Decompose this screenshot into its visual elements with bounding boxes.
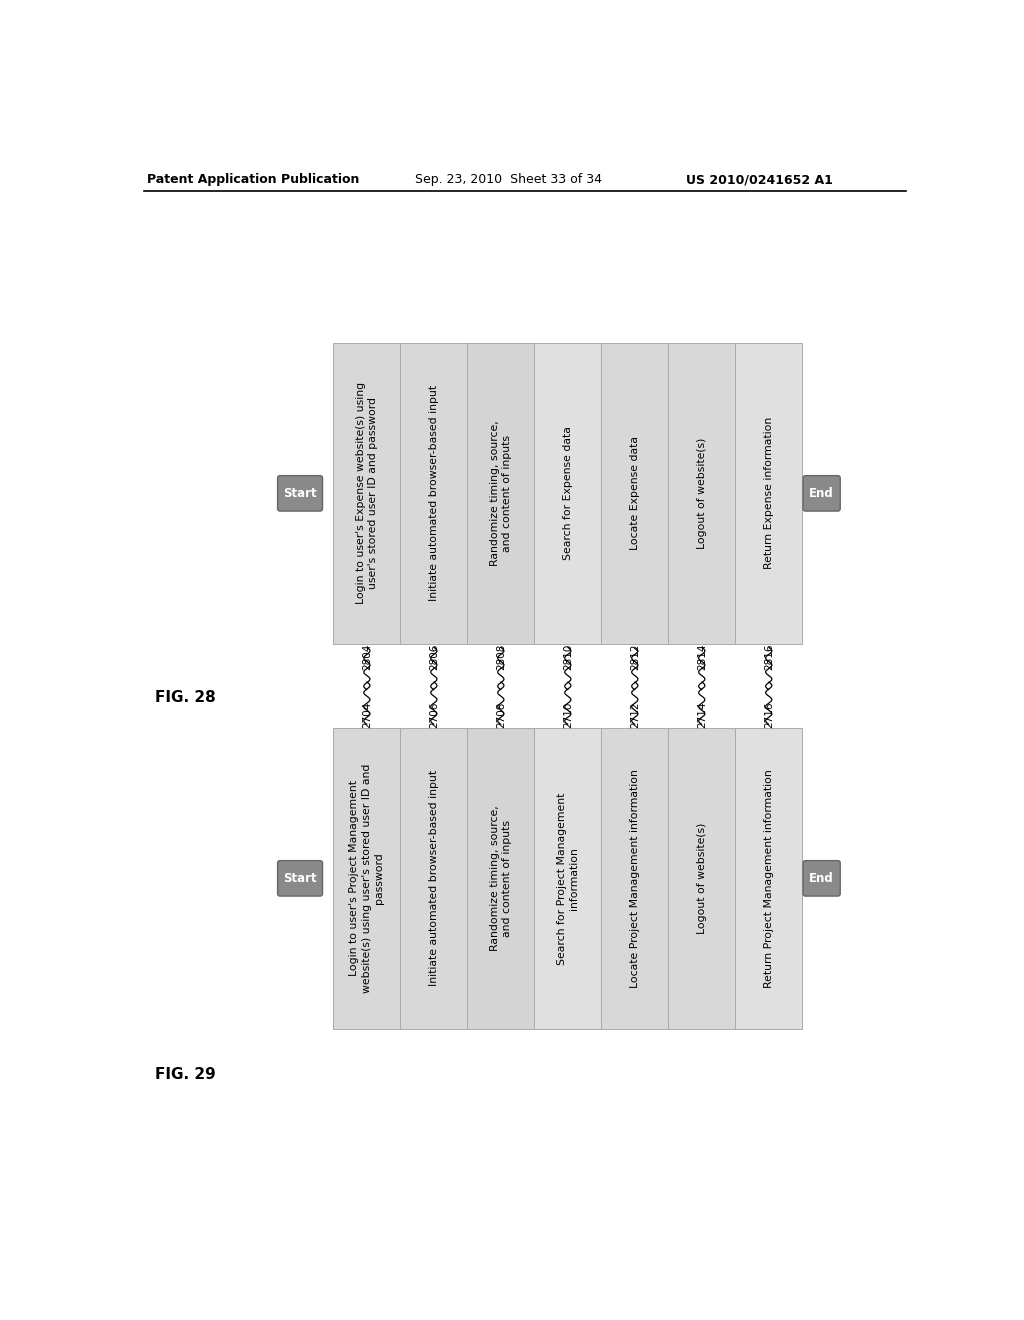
Text: 2706: 2706: [429, 701, 439, 727]
Text: 2704: 2704: [361, 701, 372, 727]
FancyBboxPatch shape: [278, 861, 323, 896]
Bar: [467, 343, 535, 644]
Text: 2814: 2814: [696, 644, 707, 671]
Text: Initiate automated browser-based input: Initiate automated browser-based input: [429, 771, 439, 986]
Text: Start: Start: [284, 487, 316, 500]
Text: Sep. 23, 2010  Sheet 33 of 34: Sep. 23, 2010 Sheet 33 of 34: [415, 173, 602, 186]
Text: FIG. 29: FIG. 29: [155, 1067, 216, 1082]
Text: Patent Application Publication: Patent Application Publication: [147, 173, 359, 186]
Text: US 2010/0241652 A1: US 2010/0241652 A1: [686, 173, 833, 186]
FancyBboxPatch shape: [803, 861, 841, 896]
Text: Search for Expense data: Search for Expense data: [563, 426, 572, 560]
Text: 2712: 2712: [630, 701, 640, 727]
Text: Return Project Management information: Return Project Management information: [764, 770, 774, 987]
Text: Randomize timing, source,
and content of inputs: Randomize timing, source, and content of…: [489, 421, 512, 566]
Text: Randomize timing, source,
and content of inputs: Randomize timing, source, and content of…: [489, 805, 512, 952]
Text: End: End: [809, 871, 834, 884]
Bar: [467, 729, 535, 1028]
Bar: [735, 343, 802, 644]
Text: End: End: [809, 487, 834, 500]
Text: Initiate automated browser-based input: Initiate automated browser-based input: [429, 385, 439, 602]
Bar: [669, 729, 735, 1028]
Text: Login to user's Project Management
website(s) using user's stored user ID and
pa: Login to user's Project Management websi…: [349, 764, 384, 993]
Text: 2716: 2716: [764, 701, 774, 727]
Text: Logout of website(s): Logout of website(s): [696, 438, 707, 549]
Bar: [669, 343, 735, 644]
Bar: [535, 729, 601, 1028]
Text: FIG. 28: FIG. 28: [155, 690, 216, 705]
Text: 2816: 2816: [764, 644, 774, 671]
Text: 2710: 2710: [563, 701, 572, 727]
Text: Login to user's Expense website(s) using
user's stored user ID and password: Login to user's Expense website(s) using…: [355, 383, 378, 605]
Bar: [601, 343, 669, 644]
Text: Return Expense information: Return Expense information: [764, 417, 774, 569]
Text: 2806: 2806: [429, 644, 439, 671]
Text: 2808: 2808: [496, 644, 506, 671]
Bar: [601, 729, 669, 1028]
Text: 2708: 2708: [496, 701, 506, 727]
Text: Search for Project Management
information: Search for Project Management informatio…: [557, 792, 579, 965]
FancyBboxPatch shape: [278, 475, 323, 511]
Text: Start: Start: [284, 871, 316, 884]
Bar: [334, 729, 400, 1028]
Text: Locate Project Management information: Locate Project Management information: [630, 770, 640, 987]
Bar: [535, 343, 601, 644]
Text: 2714: 2714: [696, 701, 707, 727]
Bar: [400, 729, 467, 1028]
Text: 2804: 2804: [361, 644, 372, 671]
Bar: [400, 343, 467, 644]
Text: Locate Expense data: Locate Expense data: [630, 437, 640, 550]
Bar: [735, 729, 802, 1028]
Bar: [334, 343, 400, 644]
FancyBboxPatch shape: [803, 475, 841, 511]
Text: 2812: 2812: [630, 644, 640, 671]
Text: Logout of website(s): Logout of website(s): [696, 822, 707, 935]
Text: 2810: 2810: [563, 644, 572, 671]
